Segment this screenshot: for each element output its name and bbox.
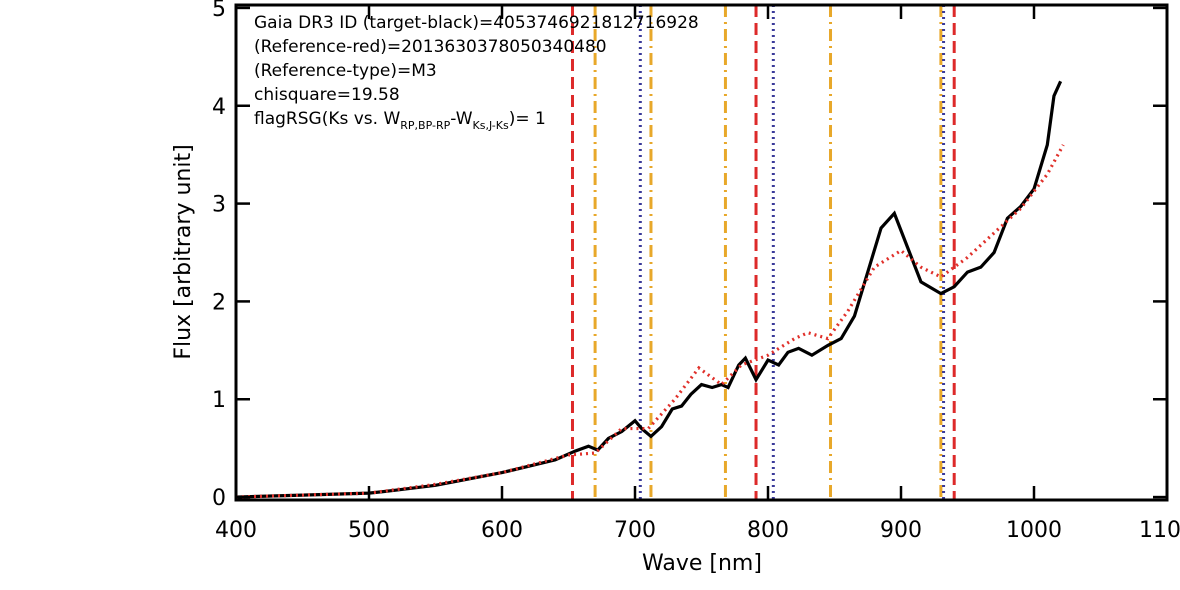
y-axis-label: Flux [arbitrary unit] <box>171 144 196 359</box>
subscript: RP,BP-RP <box>400 119 450 132</box>
x-tick-label: 500 <box>348 518 390 543</box>
flag-text: flagRSG(Ks vs. W <box>254 109 400 129</box>
y-tick-label: 5 <box>212 0 226 22</box>
plot-frame <box>234 3 1169 502</box>
spectrum-line <box>235 80 1063 499</box>
annotation: (Reference-red)=2013630378050340480 <box>254 37 607 57</box>
flag-annotation: flagRSG(Ks vs. WRP,BP-RP-WKs,J-Ks)= 1 <box>254 109 546 132</box>
x-tick-label: 400 <box>215 518 257 543</box>
x-tick-label: 700 <box>614 518 656 543</box>
x-tick-label: 800 <box>747 518 789 543</box>
annotation: chisquare=19.58 <box>254 85 400 105</box>
y-tick-label: 3 <box>212 193 226 218</box>
flag-text: -W <box>450 109 472 129</box>
y-tick-label: 0 <box>212 486 226 511</box>
x-axis-label: Wave [nm] <box>642 551 762 576</box>
y-tick-label: 4 <box>212 95 226 120</box>
flag-text: )= 1 <box>509 109 546 129</box>
x-tick-label: 1000 <box>1006 518 1062 543</box>
x-tick-label: 600 <box>481 518 523 543</box>
annotation: Gaia DR3 ID (target-black)=4053746921812… <box>254 13 699 33</box>
y-tick-label: 1 <box>212 388 226 413</box>
subscript: Ks,J-Ks <box>473 119 509 132</box>
annotation: (Reference-type)=M3 <box>254 61 437 81</box>
y-tick-label: 2 <box>212 290 226 315</box>
x-tick-label: 900 <box>880 518 922 543</box>
